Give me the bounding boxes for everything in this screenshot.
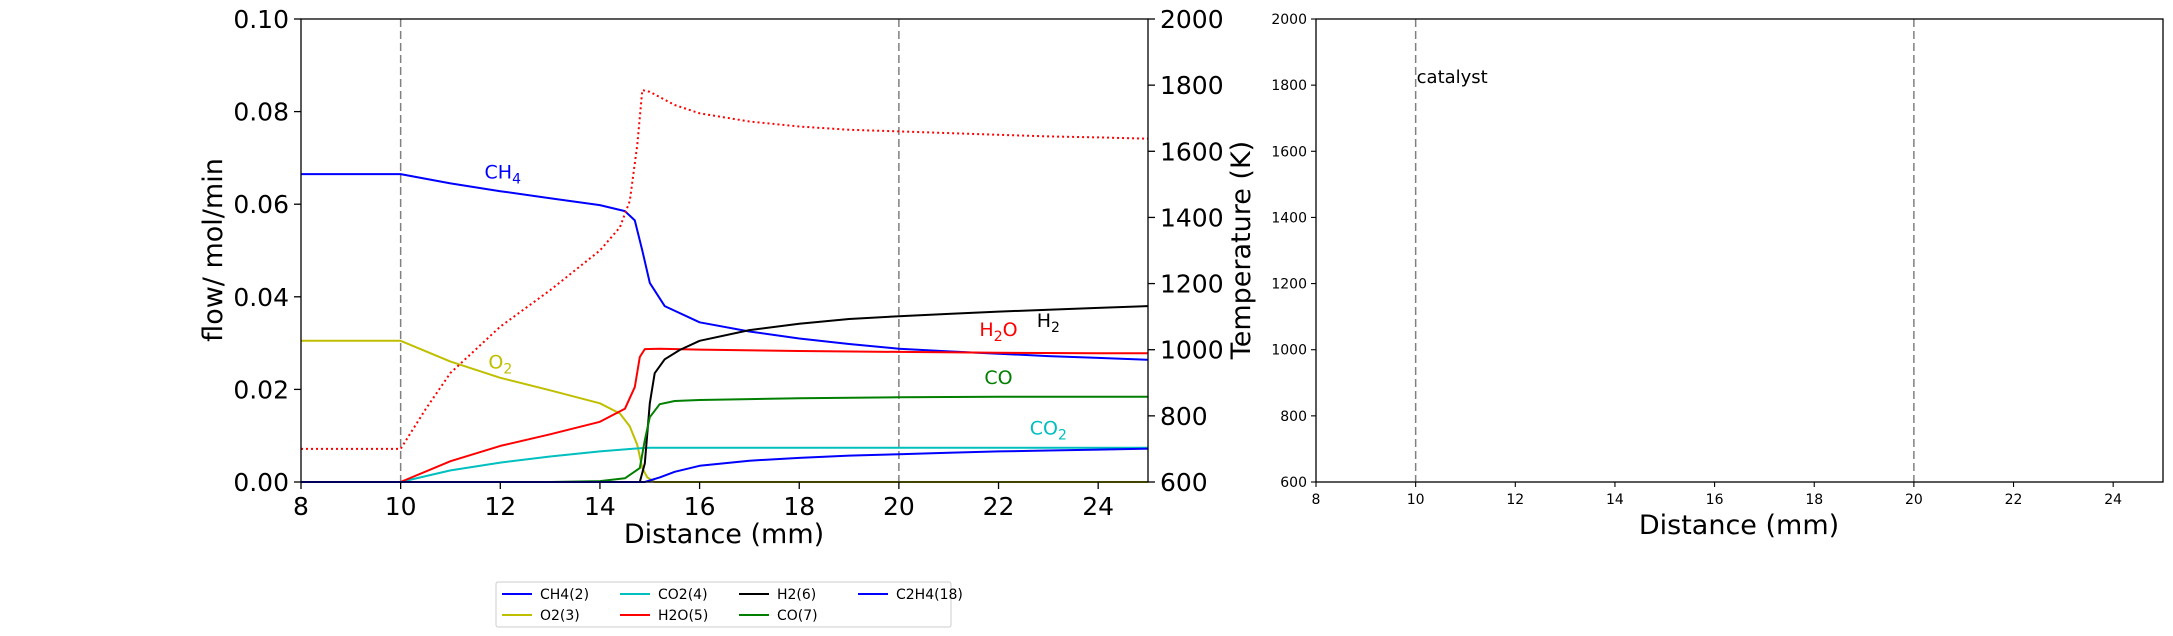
y-tick-label: 1000 xyxy=(1271,343,1307,359)
y-tick-label: 0.10 xyxy=(233,5,289,34)
y-tick-label: 1400 xyxy=(1271,210,1307,226)
legend-label: H2O(5) xyxy=(658,608,708,624)
y-ticks: 600 800 1000 1200 1400 1600 1800 2000 xyxy=(1271,12,1316,491)
y2-tick-label: 1800 xyxy=(1160,71,1224,100)
legend-entries: CH4(2) O2(3) CO2(4) H2O(5) H2(6) CO(7) C2H4(18… xyxy=(502,587,963,624)
species-label: H2O xyxy=(979,319,1017,345)
x-tick-label: 10 xyxy=(1407,492,1425,508)
x-tick-label: 16 xyxy=(684,492,716,521)
x-ticks: 8 10 12 14 16 18 20 22 24 xyxy=(1312,482,2122,508)
catalyst-label: catalyst xyxy=(1417,67,1488,88)
y-tick-label: 1800 xyxy=(1271,78,1307,94)
x-tick-label: 16 xyxy=(1706,492,1724,508)
x-tick-label: 22 xyxy=(2005,492,2023,508)
species-label: H2 xyxy=(1037,310,1060,336)
temperature-chart: 8 10 12 14 16 18 20 22 24 600 800 1000 1200 1400 1600… xyxy=(1271,12,2164,541)
series-line-temperature xyxy=(301,89,1149,450)
x-tick-label: 20 xyxy=(883,492,915,521)
series-line-c2h4-18 xyxy=(301,447,1149,483)
x-tick-label: 24 xyxy=(1082,492,1114,521)
catalyst-boundary-lines xyxy=(1414,19,1915,482)
x-tick-label: 14 xyxy=(584,492,616,521)
x-tick-label: 12 xyxy=(484,492,516,521)
x-tick-label: 20 xyxy=(1905,492,1923,508)
series-line-h2o-5 xyxy=(301,347,1148,483)
legend-label: C2H4(18) xyxy=(896,587,963,603)
y-tick-label: 2000 xyxy=(1271,12,1307,28)
y-tick-label: 0.04 xyxy=(233,283,289,312)
x-tick-label: 12 xyxy=(1506,492,1524,508)
x-axis-label: Distance (mm) xyxy=(624,519,824,550)
species-label: CO xyxy=(984,367,1012,389)
x-tick-label: 24 xyxy=(2104,492,2122,508)
catalyst-boundary-lines xyxy=(399,19,900,482)
y-tick-label: 800 xyxy=(1280,409,1307,425)
x-tick-label: 18 xyxy=(1805,492,1823,508)
legend-label: CO(7) xyxy=(777,608,818,624)
x-tick-label: 14 xyxy=(1606,492,1624,508)
y-tick-label: 1200 xyxy=(1271,277,1307,293)
y-ticks: 0.00 0.02 0.04 0.06 0.08 0.10 xyxy=(233,5,301,497)
y-tick-label: 600 xyxy=(1280,475,1307,491)
y-tick-label: 0.02 xyxy=(233,375,289,404)
x-tick-label: 8 xyxy=(293,492,309,521)
y2-tick-label: 1200 xyxy=(1160,270,1224,299)
x-tick-label: 22 xyxy=(983,492,1015,521)
catalyst-annotation: catalyst xyxy=(1417,67,1488,88)
species-label: CO2 xyxy=(1030,417,1067,443)
legend-label: CO2(4) xyxy=(658,587,708,603)
y2-axis-label: Temperature (K) xyxy=(1226,141,1257,360)
y2-tick-label: 2000 xyxy=(1160,5,1224,34)
plot-frame xyxy=(300,18,1149,483)
y2-ticks: 600 800 1000 1200 1400 1600 1800 2000 xyxy=(1148,5,1224,497)
species-label: O2 xyxy=(488,352,512,378)
species-label: CH4 xyxy=(485,162,522,188)
y-tick-label: 0.00 xyxy=(233,468,289,497)
x-tick-label: 10 xyxy=(385,492,417,521)
x-ticks: 8 10 12 14 16 18 20 22 24 xyxy=(293,482,1114,521)
y2-tick-label: 800 xyxy=(1160,402,1208,431)
x-tick-label: 8 xyxy=(1312,492,1321,508)
y-axis-label: flow/ mol/min xyxy=(198,158,229,342)
y2-tick-label: 1400 xyxy=(1160,203,1224,232)
y2-tick-label: 600 xyxy=(1160,468,1208,497)
y-tick-label: 0.06 xyxy=(233,190,289,219)
y2-tick-label: 1000 xyxy=(1160,336,1224,365)
x-axis-label: Distance (mm) xyxy=(1639,510,1839,541)
legend-box xyxy=(495,581,952,628)
series-line-co2-4 xyxy=(301,446,1148,483)
flow-chart: 8 10 12 14 16 18 20 22 24 0.000.020.040.060.080.… xyxy=(198,5,1257,550)
legend-label: O2(3) xyxy=(540,608,580,624)
legend-label: CH4(2) xyxy=(540,587,589,603)
legend-label: H2(6) xyxy=(777,587,816,603)
x-tick-label: 18 xyxy=(783,492,815,521)
plot-frame xyxy=(1315,18,2164,483)
species-annotations: CH4 O2 H2O H2 CO CO2 xyxy=(485,162,1067,444)
y-tick-label: 1600 xyxy=(1271,144,1307,160)
y-tick-label: 0.08 xyxy=(233,98,289,127)
legend: CH4(2) O2(3) CO2(4) H2O(5) H2(6) CO(7) C2H4(18… xyxy=(495,581,963,628)
y2-tick-label: 1600 xyxy=(1160,137,1224,166)
